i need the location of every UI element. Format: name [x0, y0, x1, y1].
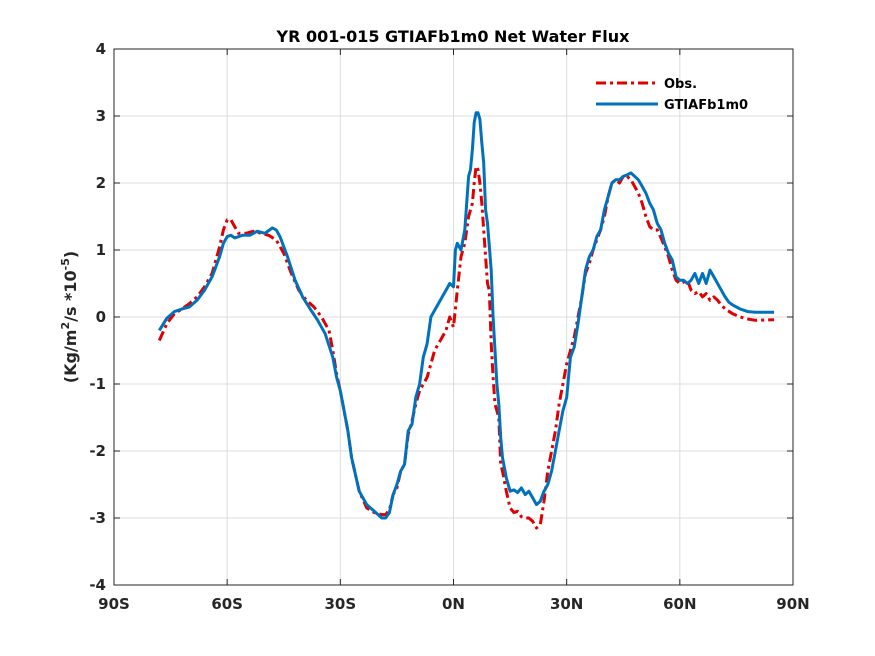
x-tick-label: 30N	[550, 595, 583, 613]
y-tick-label: 3	[96, 107, 106, 125]
series-line-gtiafb1m0	[158, 111, 775, 520]
x-tick-label: 60S	[211, 595, 243, 613]
x-tick-label: 90N	[776, 595, 809, 613]
x-tick-label: 90S	[98, 595, 130, 613]
y-axis-label-sup1: 2	[59, 322, 72, 330]
y-axis: 4 3 2 1 0 -1 -2 -3 -4	[89, 40, 793, 594]
y-axis-label-suffix: )	[61, 251, 80, 258]
y-tick-label: 2	[96, 174, 106, 192]
chart-title: YR 001-015 GTIAFb1m0 Net Water Flux	[276, 27, 631, 46]
legend-label-obs: Obs.	[664, 77, 697, 92]
x-axis: 90S 60S 30S 0N 30N 60N 90N	[98, 49, 810, 613]
y-tick-label: 1	[96, 241, 106, 259]
y-tick-label: -2	[89, 442, 106, 460]
legend-label-gtiafb1m0: GTIAFb1m0	[664, 98, 748, 113]
y-axis-label-prefix: (Kg/m	[61, 330, 80, 384]
y-tick-label: -1	[89, 375, 106, 393]
legend: Obs. GTIAFb1m0	[596, 77, 748, 113]
x-tick-label: 60N	[663, 595, 696, 613]
y-axis-label-middle: /s *10	[61, 270, 80, 322]
y-axis-label: (Kg/m2/s *10-5)	[59, 251, 80, 383]
x-tick-label: 0N	[442, 595, 465, 613]
series-line-obs	[157, 164, 775, 530]
y-tick-label: 0	[96, 308, 106, 326]
y-tick-label: 4	[96, 40, 106, 58]
y-tick-label: -4	[89, 576, 106, 594]
x-tick-label: 30S	[324, 595, 356, 613]
series-layer	[157, 111, 775, 530]
y-axis-label-sup2: -5	[59, 258, 72, 270]
y-tick-label: -3	[89, 509, 106, 527]
